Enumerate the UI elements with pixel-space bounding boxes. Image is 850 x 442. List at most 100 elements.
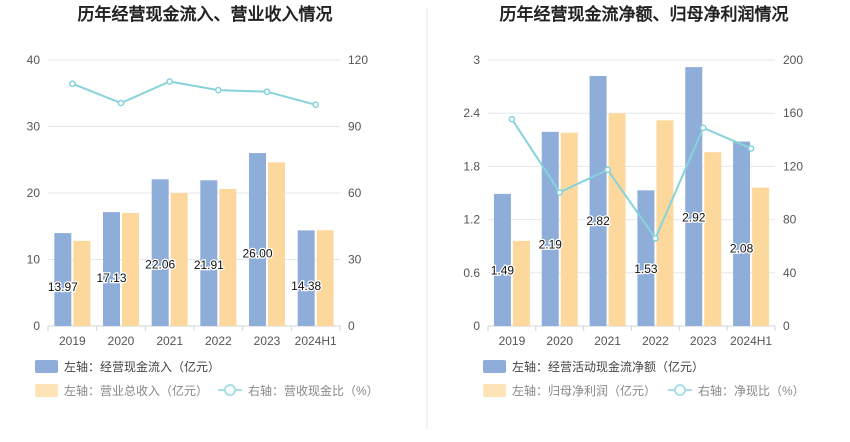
legend-label: 左轴：营业总收入（亿元） xyxy=(64,383,208,398)
x-tick-label: 2023 xyxy=(690,334,717,348)
legend: 左轴：经营现金流入（亿元） 左轴：营业总收入（亿元） 右轴：营收现金比（%） xyxy=(35,359,379,398)
data-labels: 13.97 17.13 22.06 21.91 26.00 14.38 xyxy=(47,245,323,295)
data-label: 21.91 xyxy=(194,258,224,272)
data-label: 1.49 xyxy=(491,264,515,278)
y-tick-right: 30 xyxy=(348,253,362,267)
grid xyxy=(488,59,775,327)
legend-item-net-cash-ratio[interactable]: 右轴：净现比（%） xyxy=(668,383,805,398)
bar-secondary xyxy=(122,212,139,326)
ratio-point xyxy=(604,166,611,174)
data-label: 17.13 xyxy=(96,271,126,285)
series-operating-revenue xyxy=(73,162,334,326)
y-tick-right: 80 xyxy=(783,213,797,227)
data-label: 2.82 xyxy=(586,214,610,228)
data-label: 1.53 xyxy=(634,262,658,276)
ratio-point xyxy=(166,78,174,85)
bar-primary xyxy=(685,67,703,327)
y-tick-left: 0.6 xyxy=(463,266,480,280)
bar-primary xyxy=(297,230,315,326)
y-tick-right: 60 xyxy=(348,186,362,200)
bar-primary xyxy=(200,180,218,326)
legend-item-cash-inflow[interactable]: 左轴：经营现金流入（亿元） xyxy=(35,359,220,374)
ratio-point xyxy=(117,99,125,107)
bar-secondary xyxy=(512,240,530,326)
bar-secondary xyxy=(170,193,188,326)
x-tick-label: 2022 xyxy=(642,334,669,348)
y-tick-right: 0 xyxy=(783,319,790,333)
y-tick-right: 40 xyxy=(783,266,797,280)
y-tick-left: 0 xyxy=(33,319,40,333)
legend-label: 右轴：净现比（%） xyxy=(698,383,805,398)
bar-primary xyxy=(54,233,72,326)
y-tick-left: 2.4 xyxy=(463,106,480,120)
bar-secondary xyxy=(219,189,237,326)
ratio-line xyxy=(71,80,316,106)
ratio-point xyxy=(747,145,755,152)
legend-label: 右轴：营收现金比（%） xyxy=(248,383,379,398)
y-tick-left: 40 xyxy=(27,53,41,67)
y-tick-right: 90 xyxy=(348,120,362,134)
chart-title: 历年经营现金流入、营业收入情况 xyxy=(78,4,333,24)
x-tick-label: 2019 xyxy=(499,334,526,348)
bar-primary xyxy=(541,131,559,326)
y-tick-right: 0 xyxy=(348,319,355,333)
legend-swatch-marker xyxy=(224,384,236,396)
bar-primary xyxy=(151,179,169,326)
y-tick-left: 10 xyxy=(27,253,41,267)
data-label: 2.08 xyxy=(730,242,754,256)
legend-item-revenue-cash-ratio[interactable]: 右轴：营收现金比（%） xyxy=(218,383,379,398)
bar-secondary xyxy=(704,152,722,326)
series-revenue-cash-ratio xyxy=(68,78,320,109)
bar-primary xyxy=(249,153,266,326)
legend-item-net-profit[interactable]: 左轴：归母净利润（亿元） xyxy=(483,383,656,398)
bar-secondary xyxy=(268,162,285,326)
series-net-cash-ratio xyxy=(508,115,755,242)
data-label: 2.19 xyxy=(539,237,563,251)
x-tick-label: 2021 xyxy=(594,334,621,348)
chart-panel-cash-inflow-revenue: 历年经营现金流入、营业收入情况 0 10 20 30 40 0 30 60 90 120 201… xyxy=(27,4,379,398)
x-tick-label: 2022 xyxy=(205,334,232,348)
ratio-point xyxy=(652,234,659,242)
ratio-point xyxy=(263,88,271,96)
data-labels: 1.49 2.19 2.82 1.53 2.92 2.08 xyxy=(489,209,754,279)
y-tick-right: 120 xyxy=(348,53,368,67)
bar-primary xyxy=(589,75,607,327)
y-axis-left: 0 10 20 30 40 xyxy=(27,53,41,333)
y-tick-left: 1.8 xyxy=(463,159,480,173)
y-axis-right: 0 40 80 120 160 200 xyxy=(783,53,803,333)
bar-secondary xyxy=(752,187,770,326)
bar-secondary xyxy=(316,230,334,326)
ratio-point xyxy=(699,124,707,132)
x-tick-label: 2024H1 xyxy=(295,334,337,348)
legend-label: 左轴：经营现金流入（亿元） xyxy=(64,359,220,374)
legend-item-net-operating-cash[interactable]: 左轴：经营活动现金流净额（亿元） xyxy=(483,359,704,374)
y-tick-left: 30 xyxy=(27,120,41,134)
x-tick-label: 2023 xyxy=(254,334,281,348)
chart-panel-net-cash-net-profit: 历年经营现金流净额、归母净利润情况 0 0.6 1.2 1.8 2.4 3 0 40 80 12… xyxy=(463,4,804,398)
x-tick-label: 2019 xyxy=(59,334,86,348)
data-label: 13.97 xyxy=(48,280,78,294)
series-net-operating-cash xyxy=(493,67,751,327)
legend-swatch-marker xyxy=(674,384,686,396)
y-tick-right: 160 xyxy=(783,106,803,120)
data-label: 26.00 xyxy=(242,246,272,260)
ratio-point xyxy=(508,115,516,123)
y-tick-left: 3 xyxy=(473,53,480,67)
data-label: 2.92 xyxy=(682,210,706,224)
ratio-line xyxy=(511,118,752,241)
bar-primary xyxy=(637,190,655,326)
y-tick-left: 1.2 xyxy=(463,213,480,227)
legend-swatch-bar-primary xyxy=(35,360,58,373)
series-cash-inflow xyxy=(54,153,315,326)
bar-secondary xyxy=(656,120,674,326)
bar-secondary xyxy=(73,240,91,326)
bar-primary xyxy=(733,141,751,326)
chart-title: 历年经营现金流净额、归母净利润情况 xyxy=(500,4,789,24)
ratio-point xyxy=(556,188,564,196)
legend-swatch-bar-primary xyxy=(483,360,506,373)
legend: 左轴：经营活动现金流净额（亿元） 左轴：归母净利润（亿元） 右轴：净现比（%） xyxy=(483,359,805,398)
legend-item-operating-revenue[interactable]: 左轴：营业总收入（亿元） xyxy=(35,383,208,398)
bar-secondary xyxy=(608,113,626,326)
bar-secondary xyxy=(560,132,578,326)
